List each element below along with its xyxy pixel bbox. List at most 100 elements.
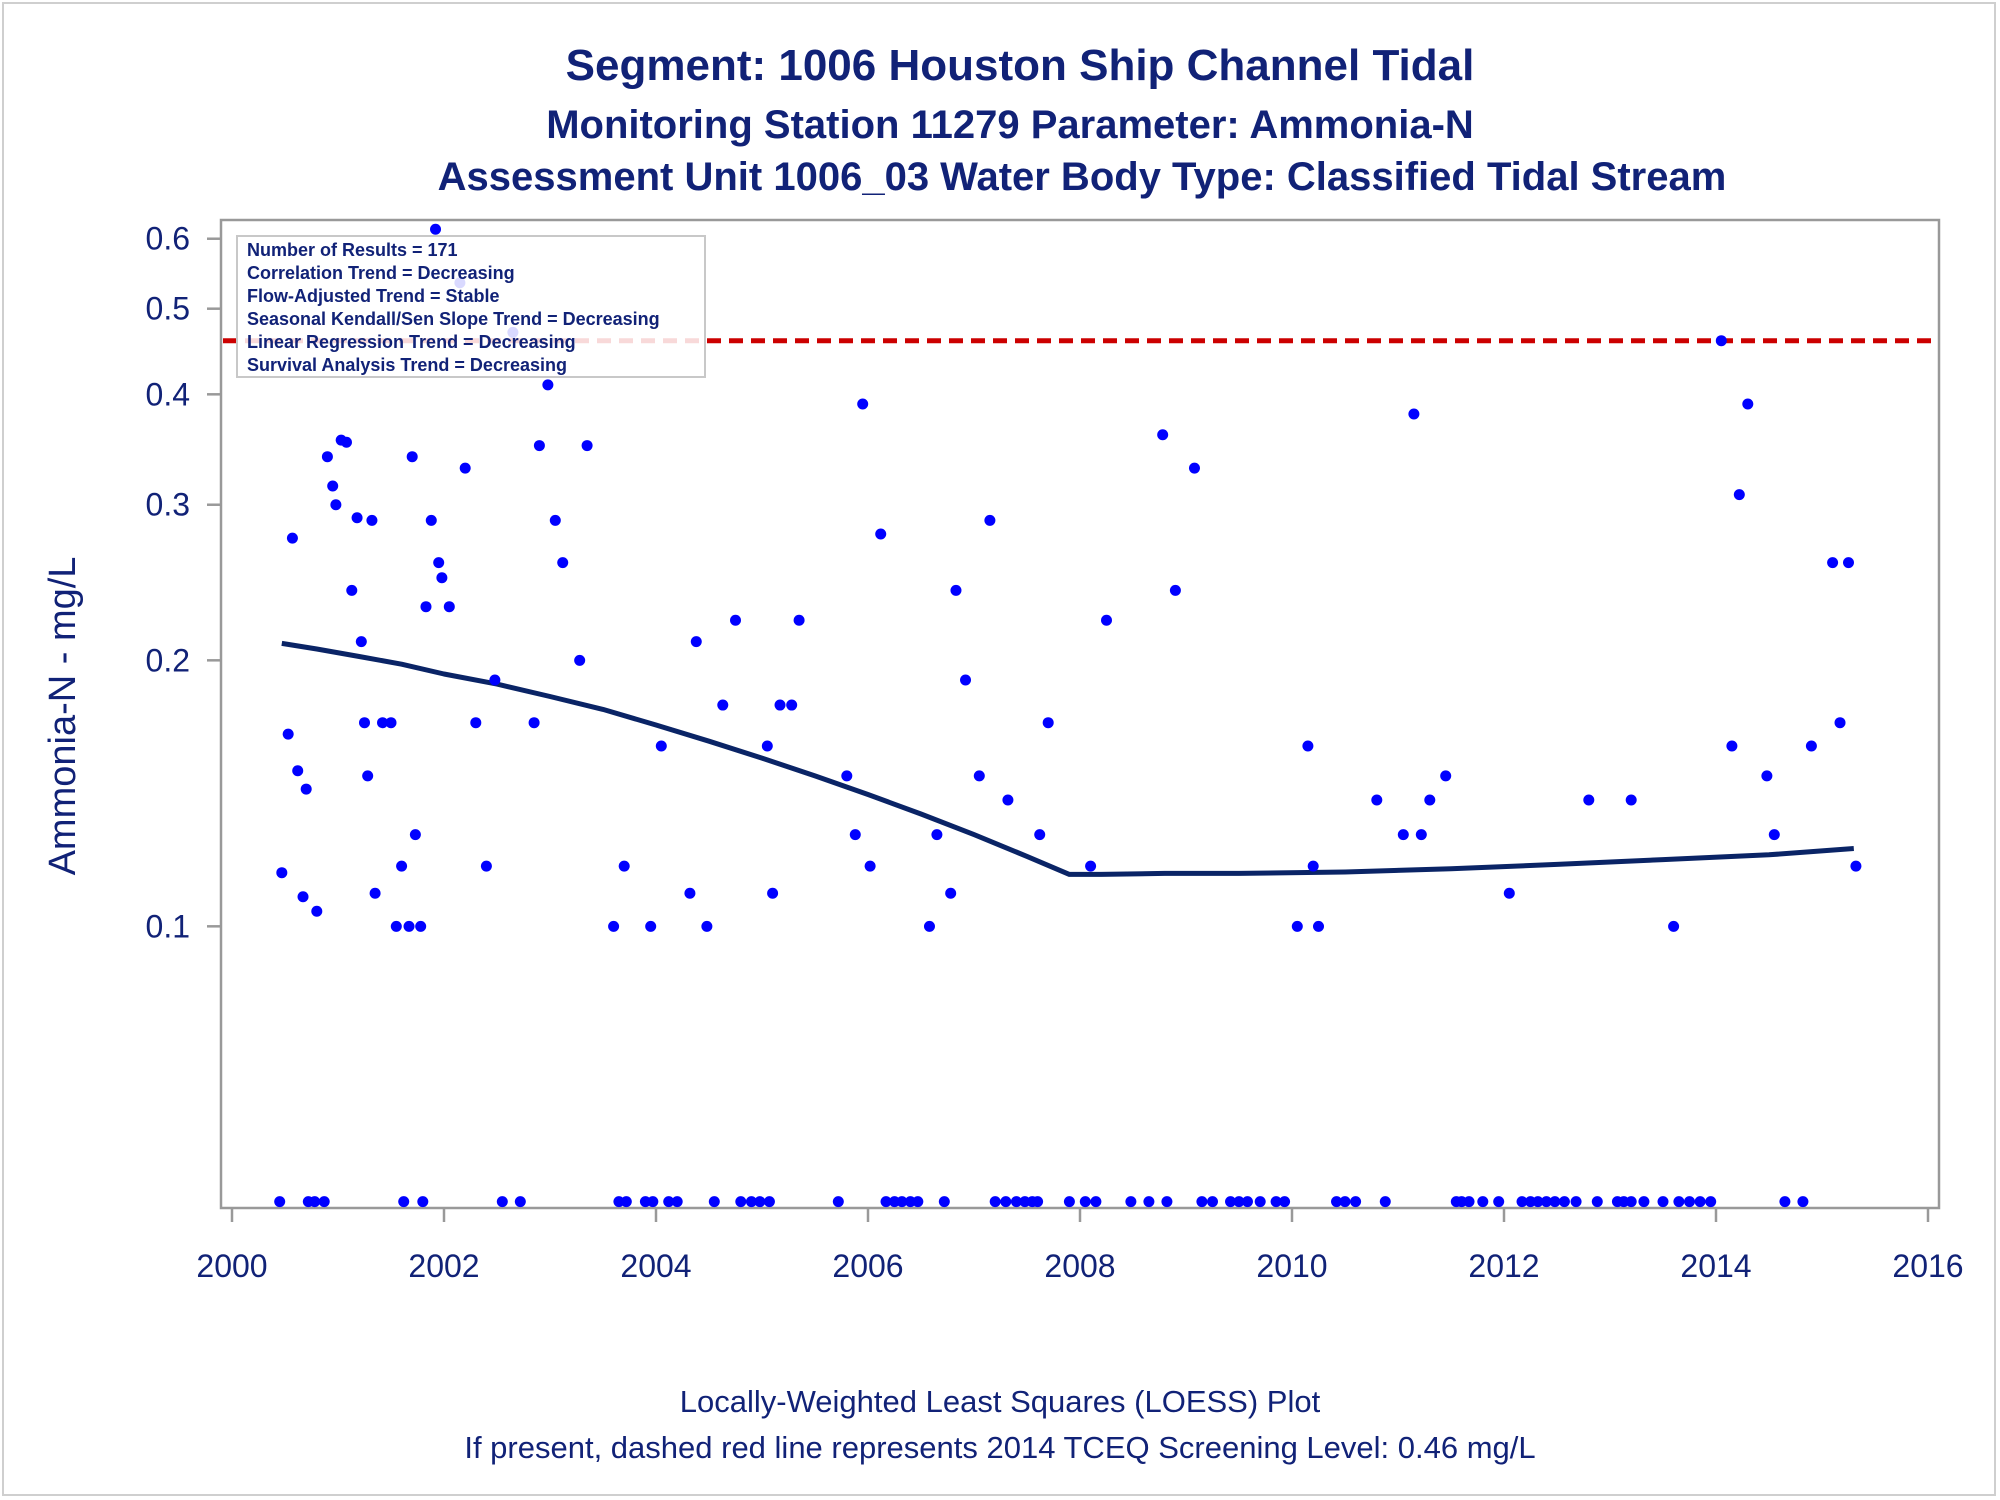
data-point: [1625, 794, 1637, 806]
censored-data-point: [1532, 1196, 1544, 1208]
censored-data-point: [1570, 1196, 1582, 1208]
censored-data-point: [735, 1196, 747, 1208]
data-point: [931, 829, 943, 841]
censored-data-point: [754, 1196, 766, 1208]
data-point: [351, 512, 363, 524]
censored-data-point: [1331, 1196, 1343, 1208]
data-point: [1583, 794, 1595, 806]
data-point: [1805, 740, 1817, 752]
censored-data-point: [1540, 1196, 1552, 1208]
censored-data-point: [708, 1196, 720, 1208]
data-point: [1291, 920, 1303, 932]
x-axis: 2000 2002 2004 2006 2008 2010 2012 2014 2016: [196, 1208, 1964, 1284]
censored-data-point: [745, 1196, 757, 1208]
data-point: [717, 699, 729, 711]
censored-data-point: [1657, 1196, 1669, 1208]
data-point: [396, 860, 408, 872]
data-point: [327, 480, 339, 492]
data-point: [1843, 557, 1854, 569]
data-point: [645, 920, 657, 932]
x-tick-label: 2002: [408, 1248, 479, 1284]
data-point: [875, 528, 887, 540]
censored-data-point: [417, 1196, 429, 1208]
data-point: [581, 440, 593, 452]
data-point: [973, 770, 985, 782]
data-point: [292, 765, 304, 777]
censored-data-point: [1079, 1196, 1091, 1208]
censored-data-point: [1241, 1196, 1253, 1208]
chart-subtitle-2: Assessment Unit 1006_03 Water Body Type:…: [438, 155, 1727, 199]
censored-data-point: [1207, 1196, 1218, 1208]
censored-data-point: [647, 1196, 659, 1208]
stats-box-frame: [236, 235, 706, 378]
censored-data-point: [989, 1196, 1001, 1208]
censored-data-point: [663, 1196, 675, 1208]
data-point: [849, 829, 861, 841]
censored-data-point: [896, 1196, 908, 1208]
data-point: [945, 887, 957, 899]
censored-data-point: [1090, 1196, 1102, 1208]
data-point: [542, 379, 554, 391]
data-point: [1440, 770, 1452, 782]
data-point: [1169, 584, 1181, 596]
censored-data-point: [1063, 1196, 1075, 1208]
chart-title: Segment: 1006 Houston Ship Channel Tidal: [566, 41, 1475, 90]
data-point: [362, 770, 374, 782]
data-point: [470, 717, 482, 729]
data-point: [1761, 770, 1773, 782]
data-point: [1408, 408, 1420, 420]
censored-data-point: [880, 1196, 892, 1208]
x-tick-label: 2010: [1256, 1248, 1327, 1284]
censored-data-point: [1797, 1196, 1809, 1208]
data-point: [1827, 557, 1839, 569]
data-point: [786, 699, 798, 711]
y-tick-label: 0.3: [146, 487, 190, 523]
data-point: [330, 499, 342, 511]
data-point: [1415, 829, 1427, 841]
censored-data-point: [1143, 1196, 1155, 1208]
data-point: [1307, 860, 1319, 872]
data-point: [1733, 489, 1745, 501]
data-point: [857, 398, 869, 410]
censored-data-point: [1000, 1196, 1012, 1208]
data-point: [1834, 717, 1846, 729]
censored-data-point: [1591, 1196, 1603, 1208]
censored-data-point: [1279, 1196, 1291, 1208]
stats-line: Linear Regression Trend = Decreasing: [247, 332, 576, 352]
censored-data-point: [1032, 1196, 1044, 1208]
stats-line: Seasonal Kendall/Sen Slope Trend = Decre…: [247, 309, 660, 329]
censored-data-point: [938, 1196, 950, 1208]
x-tick-label: 2012: [1468, 1248, 1539, 1284]
data-point: [276, 867, 288, 879]
data-point: [415, 920, 427, 932]
data-point: [1768, 829, 1780, 841]
data-point: [1042, 717, 1054, 729]
data-point: [549, 514, 561, 526]
data-point: [430, 223, 442, 235]
stats-line: Number of Results = 171: [247, 240, 458, 260]
censored-data-point: [1779, 1196, 1791, 1208]
censored-data-point: [1196, 1196, 1208, 1208]
data-point: [1371, 794, 1383, 806]
censored-data-point: [1010, 1196, 1022, 1208]
data-point: [433, 557, 445, 569]
data-point: [436, 572, 448, 584]
data-point: [1157, 429, 1169, 441]
data-point: [1850, 860, 1862, 872]
data-point: [528, 717, 540, 729]
censored-data-point: [1638, 1196, 1650, 1208]
data-point: [1668, 920, 1680, 932]
x-tick-label: 2000: [196, 1248, 267, 1284]
censored-data-point: [1270, 1196, 1282, 1208]
censored-data-point: [1684, 1196, 1695, 1208]
censored-data-point: [1161, 1196, 1173, 1208]
data-point: [385, 717, 397, 729]
data-point: [1034, 829, 1046, 841]
censored-data-point: [1694, 1196, 1706, 1208]
censored-data-point: [1233, 1196, 1245, 1208]
censored-data-point: [620, 1196, 632, 1208]
data-point: [1302, 740, 1314, 752]
y-axis: 0.1 0.2 0.3 0.4 0.5 0.6: [146, 221, 221, 944]
censored-data-point: [514, 1196, 526, 1208]
